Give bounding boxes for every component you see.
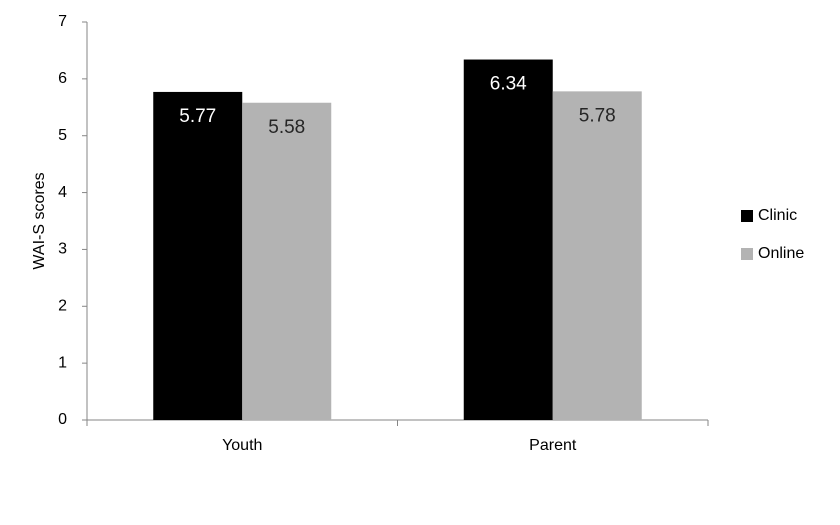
value-label: 6.34 [490,74,527,95]
y-tick-label: 6 [58,70,67,87]
x-tick-label: Parent [529,437,577,454]
legend-label: Clinic [758,207,797,224]
legend-swatch [741,248,753,260]
bar [463,59,553,420]
y-tick-label: 1 [58,354,67,371]
y-tick-label: 4 [58,184,67,201]
legend-label: Online [758,245,804,262]
y-tick-label: 5 [58,127,67,144]
bar [242,102,332,420]
bar [153,91,243,420]
y-axis-label: WAI-S scores [31,172,48,269]
y-tick-label: 2 [58,298,67,315]
value-label: 5.58 [268,117,305,138]
value-label: 5.77 [179,106,216,127]
y-tick-label: 3 [58,241,67,258]
y-tick-label: 0 [58,411,67,428]
value-label: 5.78 [579,105,616,126]
bar [552,91,642,420]
x-tick-label: Youth [222,437,262,454]
legend-swatch [741,210,753,222]
y-tick-label: 7 [58,13,67,30]
